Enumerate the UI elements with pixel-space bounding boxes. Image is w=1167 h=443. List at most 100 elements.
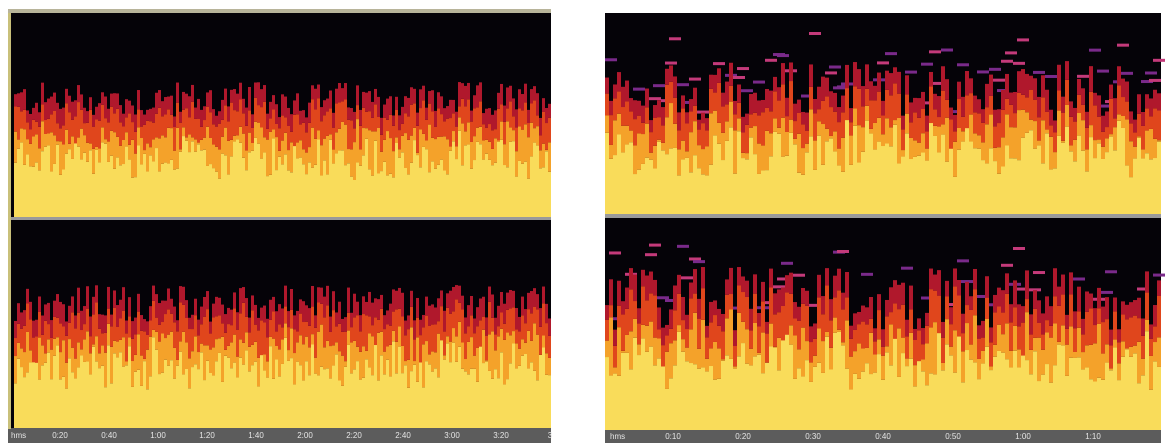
spectrogram-streak <box>921 62 933 66</box>
spectrogram-cell <box>681 159 685 214</box>
spectrogram-cell <box>116 305 119 327</box>
spectrogram-cell <box>359 165 362 217</box>
spectrogram-streak <box>929 50 941 54</box>
spectrogram-cell <box>629 142 633 214</box>
spectrogram-cell <box>785 155 789 214</box>
spectrogram-cell <box>801 148 805 175</box>
spectrogram-cell <box>287 150 290 171</box>
spectrogram-cell <box>488 159 491 217</box>
spectrogram-cell <box>446 336 449 344</box>
spectrogram-cell <box>1089 137 1093 214</box>
spectrogram-cell <box>464 359 467 372</box>
spectrogram-cell <box>701 288 705 320</box>
spectrogram-cell <box>1077 78 1081 95</box>
spectrogram-cell <box>1013 307 1017 326</box>
spectrogram-cell <box>1081 369 1085 430</box>
spectrogram-cell <box>344 124 347 166</box>
spectrogram-cell <box>341 331 344 356</box>
spectrogram-cell <box>805 290 809 306</box>
spectrogram-cell <box>101 345 104 366</box>
timeline-label: 1:00 <box>1015 432 1031 441</box>
spectrogram-cell <box>326 98 329 112</box>
spectrogram-cell <box>347 344 350 428</box>
spectrogram-cell <box>452 328 455 343</box>
spectrogram-cell <box>857 88 861 126</box>
spectrogram-cell <box>530 340 533 363</box>
spectrogram-cell <box>681 296 685 321</box>
channel-separator <box>605 214 1161 218</box>
panel-border <box>8 9 551 13</box>
spectrogram-cell <box>873 372 877 430</box>
spectrogram-cell <box>933 290 937 323</box>
spectrogram-cell <box>497 378 500 428</box>
spectrogram-cell <box>853 313 857 330</box>
spectrogram-cell <box>446 174 449 217</box>
spectrogram-cell <box>713 300 717 316</box>
spectrogram-cell <box>104 315 107 333</box>
spectrogram-cell <box>125 132 128 147</box>
spectrogram-cell <box>873 122 877 150</box>
spectrogram-cell <box>1105 344 1109 363</box>
spectrogram-cell <box>260 354 263 428</box>
spectrogram-cell <box>837 329 841 332</box>
spectrogram-cell <box>1121 127 1125 214</box>
spectrogram-cell <box>1125 304 1129 320</box>
spectrogram-cell <box>1133 345 1137 354</box>
spectrogram-streak <box>753 80 765 84</box>
spectrogram-cell <box>729 294 733 310</box>
spectrogram-cell <box>107 323 110 346</box>
spectrogram-cell <box>218 297 221 316</box>
spectrogram-cell <box>215 296 218 317</box>
spectrogram-cell <box>929 289 933 328</box>
spectrogram-cell <box>380 171 383 217</box>
spectrogram-cell <box>170 331 173 361</box>
spectrogram-cell <box>521 315 524 340</box>
spectrogram-cell <box>709 322 713 349</box>
spectrogram-cell <box>143 124 146 151</box>
spectrogram-cell <box>200 109 203 127</box>
spectrogram-cell <box>905 133 909 214</box>
spectrogram-cell <box>605 357 609 430</box>
spectrogram-cell <box>422 100 425 134</box>
spectrogram-cell <box>1045 332 1049 365</box>
spectrogram-cell <box>1149 128 1153 160</box>
spectrogram-cell <box>1029 130 1033 214</box>
spectrogram-cell <box>158 107 161 139</box>
spectrogram-cell <box>965 305 969 324</box>
spectrogram-cell <box>1005 114 1009 146</box>
spectrogram-cell <box>278 376 281 428</box>
spectrogram-cell <box>275 123 278 138</box>
spectrogram-streak <box>1013 247 1025 251</box>
spectrogram-cell <box>921 91 925 109</box>
spectrogram-cell <box>997 324 1001 351</box>
spectrogram-cell <box>657 358 661 430</box>
spectrogram-cell <box>1089 91 1093 126</box>
spectrogram-cell <box>389 376 392 428</box>
spectrogram-cell <box>849 164 853 214</box>
spectrogram-cell <box>548 117 551 143</box>
spectrogram-cell <box>20 92 23 112</box>
spectrogram-cell <box>533 323 536 371</box>
spectrogram-cell <box>909 285 913 310</box>
spectrogram-streak <box>773 285 785 289</box>
spectrogram-cell <box>1057 286 1061 306</box>
spectrogram-cell <box>476 307 479 327</box>
timeline-label: 1:20 <box>199 431 215 440</box>
spectrogram-cell <box>1073 357 1077 430</box>
spectrogram-cell <box>47 352 50 428</box>
spectrogram-cell <box>233 334 236 363</box>
spectrogram-cell <box>825 141 829 214</box>
spectrogram-cell <box>434 307 437 325</box>
spectrogram-cell <box>761 170 765 214</box>
spectrogram-cell <box>50 337 53 350</box>
spectrogram-cell <box>173 378 176 428</box>
spectrogram-cell <box>377 299 380 320</box>
spectrogram-cell <box>47 339 50 353</box>
spectrogram-cell <box>125 361 128 366</box>
spectrogram-cell <box>71 158 74 217</box>
spectrogram-cell <box>281 94 284 116</box>
spectrogram-cell <box>809 381 813 430</box>
spectrogram-cell <box>224 355 227 428</box>
spectrogram-cell <box>506 167 509 217</box>
spectrogram-cell <box>873 328 877 342</box>
